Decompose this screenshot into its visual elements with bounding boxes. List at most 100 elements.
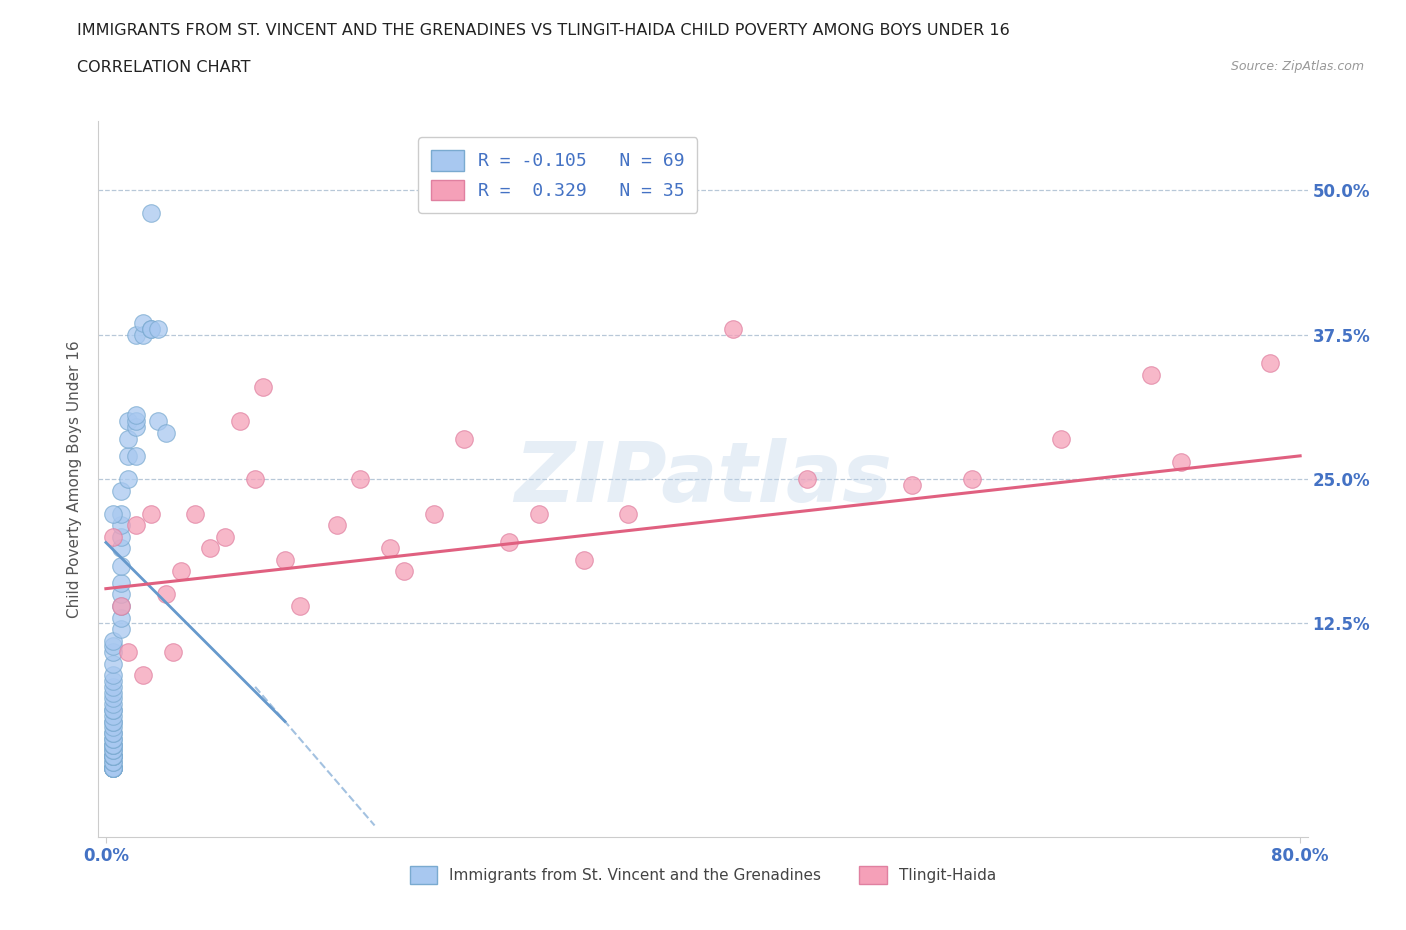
Text: ZIPatlas: ZIPatlas [515, 438, 891, 520]
Point [132, 315, 155, 330]
Point [162, 644, 184, 659]
Point [103, 737, 125, 752]
Point [117, 432, 139, 446]
Point [103, 737, 125, 752]
Point [572, 552, 595, 567]
Point [288, 599, 311, 614]
Point [110, 483, 132, 498]
Point [184, 506, 207, 521]
Point [229, 414, 252, 429]
Point [125, 408, 148, 423]
Point [146, 322, 169, 337]
Point [103, 749, 125, 764]
Point [103, 639, 125, 654]
Point [103, 697, 125, 711]
Point [103, 760, 125, 775]
Point [125, 327, 148, 342]
Point [103, 657, 125, 671]
Point [103, 709, 125, 724]
Point [103, 720, 125, 735]
Point [110, 506, 132, 521]
Point [103, 714, 125, 729]
Point [617, 506, 640, 521]
Point [103, 749, 125, 764]
Point [103, 673, 125, 688]
Point [1258, 356, 1281, 371]
Point [103, 529, 125, 544]
Point [110, 587, 132, 602]
Point [527, 506, 550, 521]
Point [132, 668, 155, 683]
Point [103, 702, 125, 717]
Point [103, 633, 125, 648]
Point [453, 432, 475, 446]
Point [117, 414, 139, 429]
Point [117, 448, 139, 463]
Point [214, 529, 236, 544]
Point [110, 599, 132, 614]
Point [139, 206, 162, 220]
Point [103, 731, 125, 746]
Point [139, 322, 162, 337]
Point [103, 760, 125, 775]
Point [110, 529, 132, 544]
Point [200, 541, 222, 556]
Point [110, 621, 132, 636]
Point [103, 685, 125, 700]
Point [498, 535, 520, 550]
Point [110, 541, 132, 556]
Point [378, 541, 401, 556]
Point [155, 587, 177, 602]
Point [103, 644, 125, 659]
Point [125, 419, 148, 434]
Point [125, 518, 148, 533]
Point [103, 737, 125, 752]
Point [132, 327, 155, 342]
Point [796, 472, 818, 486]
Point [274, 552, 297, 567]
Point [103, 702, 125, 717]
Point [103, 725, 125, 740]
Point [103, 760, 125, 775]
Point [110, 576, 132, 591]
Point [103, 760, 125, 775]
Point [139, 506, 162, 521]
Point [117, 644, 139, 659]
Point [103, 731, 125, 746]
Point [117, 472, 139, 486]
Point [103, 725, 125, 740]
Point [110, 558, 132, 573]
Point [1050, 432, 1073, 446]
Point [243, 472, 266, 486]
Point [103, 760, 125, 775]
Point [721, 322, 744, 337]
Point [103, 760, 125, 775]
Text: IMMIGRANTS FROM ST. VINCENT AND THE GRENADINES VS TLINGIT-HAIDA CHILD POVERTY AM: IMMIGRANTS FROM ST. VINCENT AND THE GREN… [77, 23, 1010, 38]
Point [103, 668, 125, 683]
Text: CORRELATION CHART: CORRELATION CHART [77, 60, 250, 75]
Point [349, 472, 371, 486]
Point [103, 743, 125, 758]
Point [103, 749, 125, 764]
Point [103, 680, 125, 695]
Point [394, 564, 416, 578]
Point [125, 448, 148, 463]
Point [155, 425, 177, 440]
Point [103, 714, 125, 729]
Point [110, 599, 132, 614]
Point [326, 518, 349, 533]
Point [103, 749, 125, 764]
Point [110, 610, 132, 625]
Point [103, 506, 125, 521]
Legend: Immigrants from St. Vincent and the Grenadines, Tlingit-Haida: Immigrants from St. Vincent and the Gren… [404, 860, 1002, 890]
Text: Source: ZipAtlas.com: Source: ZipAtlas.com [1230, 60, 1364, 73]
Point [125, 414, 148, 429]
Point [110, 518, 132, 533]
Point [103, 691, 125, 706]
Point [901, 477, 924, 492]
Point [960, 472, 983, 486]
Point [103, 760, 125, 775]
Point [103, 743, 125, 758]
Point [169, 564, 191, 578]
Point [1140, 367, 1163, 382]
